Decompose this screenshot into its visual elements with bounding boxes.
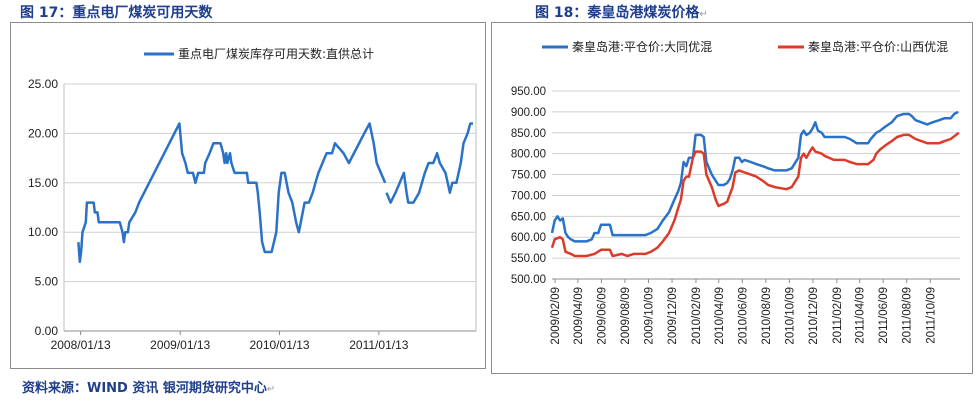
x-tick-label: 2010/08/09 (761, 287, 773, 345)
series-line-1 (385, 122, 473, 204)
y-tick-label: 600.00 (511, 232, 546, 244)
return-mark: ↵ (699, 9, 708, 20)
y-tick-label: 750.00 (511, 170, 546, 182)
chart2-svg: 500.00 550.00 600.00 650.00 700.00 750.00 800.… (511, 39, 960, 345)
x-tick-label: 2010/04/09 (714, 287, 726, 345)
x-tick-label: 2010/02/09 (691, 287, 703, 345)
x-tick-label: 2011/06/09 (878, 287, 890, 344)
x-tick-label: 2010/01/13 (249, 338, 309, 352)
chart1-panel: 0.00 5.00 10.00 15.00 20.00 25.00 2008/01/13 20… (10, 22, 486, 369)
source-note: 资料来源：WIND 资讯 银河期货研究中心↵ (22, 377, 275, 396)
chart1-svg: 0.00 5.00 10.00 15.00 20.00 25.00 2008/01/13 20… (28, 46, 477, 352)
plot-area (63, 83, 477, 332)
x-tick-label: 2011/08/09 (902, 287, 914, 344)
legend-label-1: 秦皇岛港:平仓价:大同优混 (572, 39, 712, 54)
x-tick-label: 2009/06/09 (596, 287, 608, 345)
x-tick-label: 2010/12/09 (808, 287, 820, 345)
source-text: 资料来源：WIND 资讯 银河期货研究中心 (22, 381, 267, 396)
x-tick-label: 2011/02/09 (832, 287, 844, 344)
x-tick-label: 2009/12/09 (667, 287, 679, 345)
figure2-title-text: 图 18：秦皇岛港煤炭价格 (535, 5, 700, 21)
y-tick-label: 25.00 (28, 77, 58, 91)
x-tick-label: 2010/10/09 (784, 287, 796, 345)
legend-label-2: 秦皇岛港:平仓价:山西优混 (808, 39, 948, 54)
plot-area (552, 91, 960, 279)
series-line-1 (77, 122, 387, 264)
x-tick-label: 2009/02/09 (550, 287, 562, 345)
y-tick-label: 550.00 (511, 253, 546, 265)
x-tick-label: 2009/01/13 (150, 338, 210, 352)
legend-label-1: 重点电厂煤炭库存可用天数:直供总计 (178, 46, 374, 61)
y-tick-label: 10.00 (28, 225, 58, 239)
y-tick-label: 850.00 (511, 128, 546, 140)
return-mark: ↵ (266, 384, 276, 395)
y-tick-label: 900.00 (511, 107, 546, 119)
y-tick-label: 650.00 (511, 211, 546, 223)
x-tick-label: 2009/10/09 (643, 287, 655, 345)
x-tick-label: 2011/04/09 (855, 287, 867, 344)
y-tick-label: 800.00 (511, 149, 546, 161)
y-tick-label: 950.00 (511, 86, 546, 98)
y-tick-label: 700.00 (511, 190, 546, 202)
x-tick-label: 2009/08/09 (620, 287, 632, 345)
y-tick-label: 20.00 (28, 126, 58, 140)
figure1-title: 图 17：重点电厂煤炭可用天数 (20, 5, 213, 21)
y-tick-label: 15.00 (28, 176, 58, 190)
x-tick-label: 2008/01/13 (51, 338, 111, 352)
series-line-1 (550, 110, 959, 243)
x-tick-label: 2011/10/09 (925, 287, 937, 344)
series-line-2 (550, 131, 960, 258)
x-tick-label: 2011/01/13 (349, 338, 408, 352)
y-tick-label: 500.00 (511, 274, 546, 286)
x-tick-label: 2009/04/09 (573, 287, 585, 345)
figure2-title: 图 18：秦皇岛港煤炭价格↵ (535, 2, 708, 22)
x-tick-label: 2010/06/09 (737, 287, 749, 345)
y-tick-label: 5.00 (35, 275, 59, 289)
chart2-panel: 500.00 550.00 600.00 650.00 700.00 750.00 800.… (491, 22, 973, 374)
y-tick-label: 0.00 (35, 324, 59, 338)
